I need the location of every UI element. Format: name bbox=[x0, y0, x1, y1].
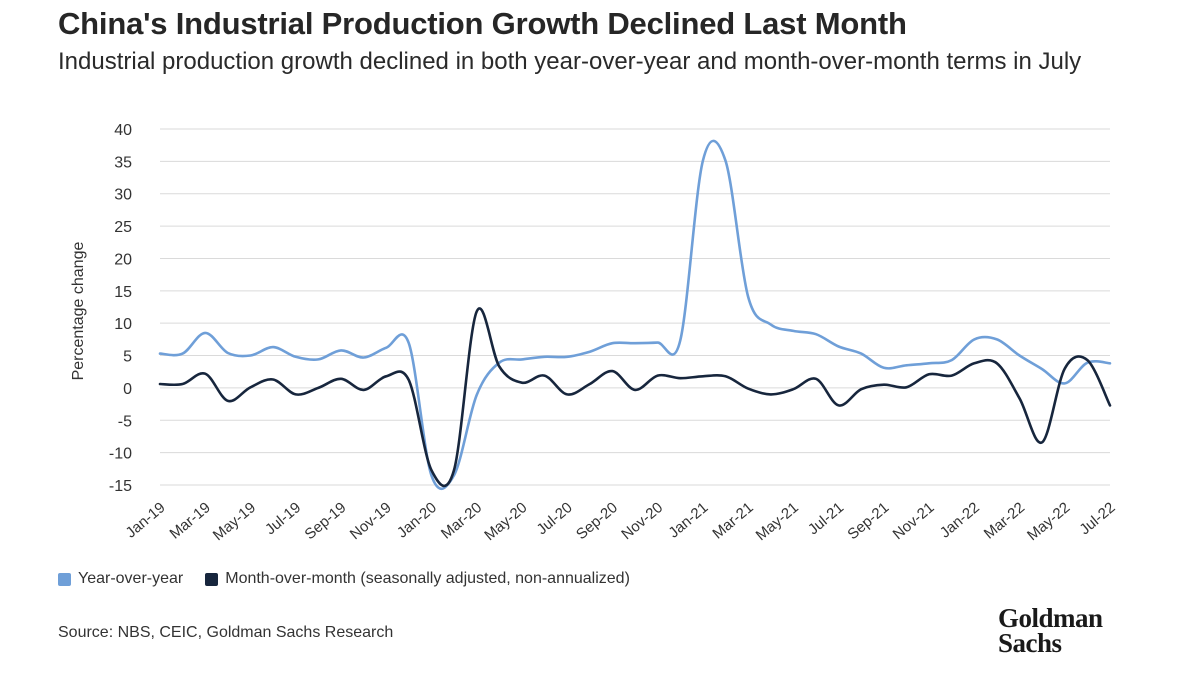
x-tick-label: Nov-21 bbox=[890, 499, 938, 543]
x-tick-label: Jul-19 bbox=[262, 499, 304, 538]
source-note: Source: NBS, CEIC, Goldman Sachs Researc… bbox=[58, 624, 394, 641]
y-axis-label: Percentage change bbox=[70, 242, 87, 381]
chart-title: China's Industrial Production Growth Dec… bbox=[58, 6, 907, 41]
y-tick-label: 30 bbox=[114, 187, 132, 204]
y-tick-label: 5 bbox=[123, 349, 132, 366]
x-tick-label: Jul-22 bbox=[1076, 499, 1118, 538]
series-line-yoy bbox=[158, 139, 1112, 490]
y-tick-label: 25 bbox=[114, 219, 132, 236]
legend-item-yoy: Year-over-year bbox=[58, 570, 183, 588]
x-tick-label: Sep-21 bbox=[844, 499, 892, 543]
x-tick-label: May-20 bbox=[481, 499, 530, 544]
logo-line-2: Sachs bbox=[998, 628, 1062, 658]
y-tick-label: 10 bbox=[114, 316, 132, 333]
x-tick-label: Sep-19 bbox=[302, 499, 350, 543]
legend-swatch-mom bbox=[205, 572, 219, 586]
x-tick-label: Jan-22 bbox=[937, 499, 983, 542]
y-tick-label: -10 bbox=[109, 446, 132, 463]
legend-label-mom: Month-over-month (seasonally adjusted, n… bbox=[225, 570, 630, 587]
series-line-mom bbox=[158, 307, 1112, 487]
x-tick-label: Jul-21 bbox=[805, 499, 847, 538]
x-tick-label: Nov-19 bbox=[347, 499, 395, 543]
x-tick-label: Mar-21 bbox=[709, 499, 756, 543]
y-tick-label: 35 bbox=[114, 154, 132, 171]
y-tick-label: 0 bbox=[123, 381, 132, 398]
x-tick-label: Mar-19 bbox=[166, 499, 213, 543]
logo-line-1: Goldman bbox=[998, 603, 1103, 633]
y-tick-label: 20 bbox=[114, 251, 132, 268]
x-tick-label: Mar-22 bbox=[981, 499, 1028, 543]
chart-subtitle: Industrial production growth declined in… bbox=[58, 48, 1082, 75]
x-tick-label: May-22 bbox=[1024, 499, 1073, 544]
x-tick-label: May-19 bbox=[210, 499, 259, 544]
legend: Year-over-year Month-over-month (seasona… bbox=[58, 570, 652, 588]
goldman-sachs-logo: Goldman Sachs bbox=[998, 603, 1103, 658]
x-tick-label: Jan-20 bbox=[394, 499, 440, 542]
x-tick-label: Jul-20 bbox=[533, 499, 575, 538]
legend-swatch-yoy bbox=[58, 572, 71, 586]
x-tick-label: Jan-21 bbox=[665, 499, 711, 542]
legend-label-yoy: Year-over-year bbox=[78, 570, 184, 587]
x-tick-label: Mar-20 bbox=[438, 499, 485, 543]
y-tick-label: 40 bbox=[114, 122, 132, 139]
y-tick-label: 15 bbox=[114, 284, 132, 301]
x-tick-label: Jan-19 bbox=[123, 499, 169, 542]
x-tick-label: Sep-20 bbox=[573, 499, 621, 543]
legend-item-mom: Month-over-month (seasonally adjusted, n… bbox=[205, 570, 630, 588]
x-tick-label: May-21 bbox=[753, 499, 802, 544]
y-tick-label: -15 bbox=[109, 478, 132, 495]
y-tick-label: -5 bbox=[118, 413, 132, 430]
x-tick-label: Nov-20 bbox=[618, 499, 666, 543]
